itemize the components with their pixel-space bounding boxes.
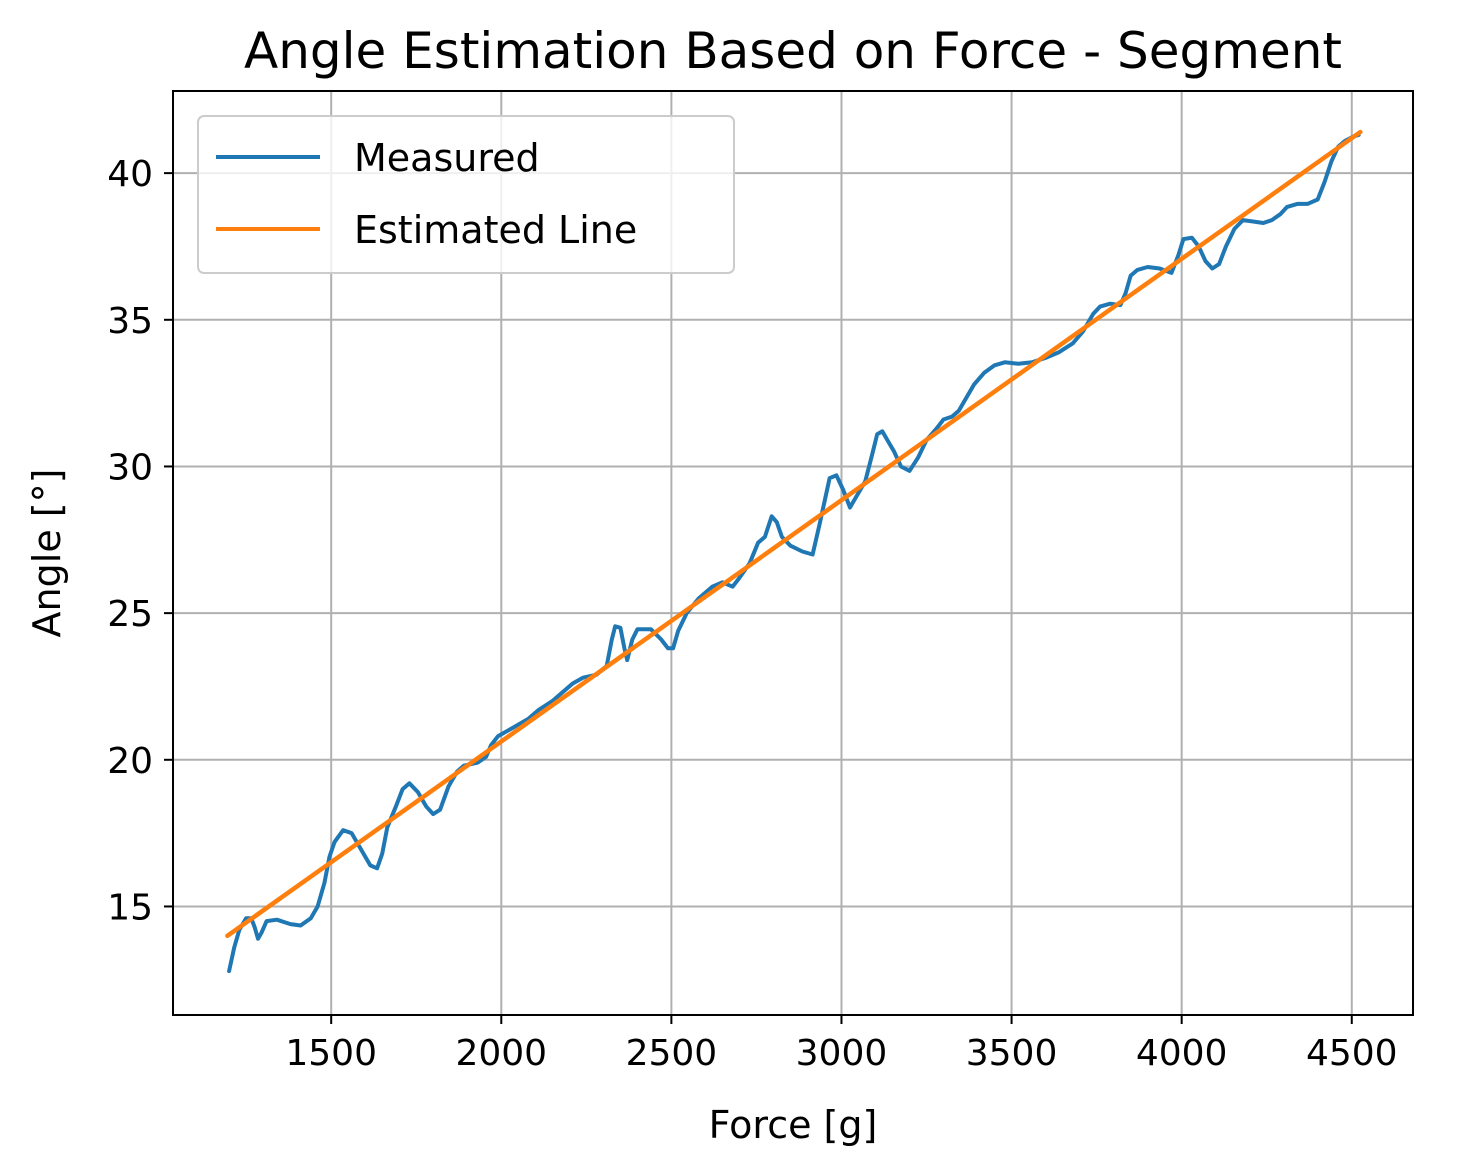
plot-frame xyxy=(172,90,1414,1016)
y-tick-label: 40 xyxy=(107,154,153,195)
y-tick-label: 15 xyxy=(107,887,153,928)
x-axis-label: Force [g] xyxy=(709,1103,878,1147)
x-tick-label: 3500 xyxy=(966,1033,1058,1074)
legend-label-estimated-line: Estimated Line xyxy=(354,208,637,252)
series-layer xyxy=(225,129,1363,973)
y-tick-label: 25 xyxy=(107,594,153,635)
legend-label-measured: Measured xyxy=(354,136,540,180)
series-line-estimated-line xyxy=(225,129,1363,939)
x-tick-label: 4000 xyxy=(1136,1033,1228,1074)
chart-title: Angle Estimation Based on Force - Segmen… xyxy=(244,22,1342,80)
y-tick-label: 20 xyxy=(107,741,153,782)
x-tick-label: 1500 xyxy=(285,1033,377,1074)
tick-layer: 1500 2000 2500 3000 3500 4000 4500 15 20 25 30 35 40 xyxy=(107,154,1397,1074)
x-tick-label: 4500 xyxy=(1306,1033,1398,1074)
y-axis-label: Angle [°] xyxy=(25,469,69,638)
x-tick-label: 3000 xyxy=(796,1033,888,1074)
y-tick-label: 35 xyxy=(107,301,153,342)
legend-box xyxy=(197,115,735,274)
x-tick-label: 2000 xyxy=(455,1033,547,1074)
y-tick-label: 30 xyxy=(107,447,153,488)
legend: Measured Estimated Line xyxy=(197,115,735,274)
x-tick-label: 2500 xyxy=(626,1033,718,1074)
